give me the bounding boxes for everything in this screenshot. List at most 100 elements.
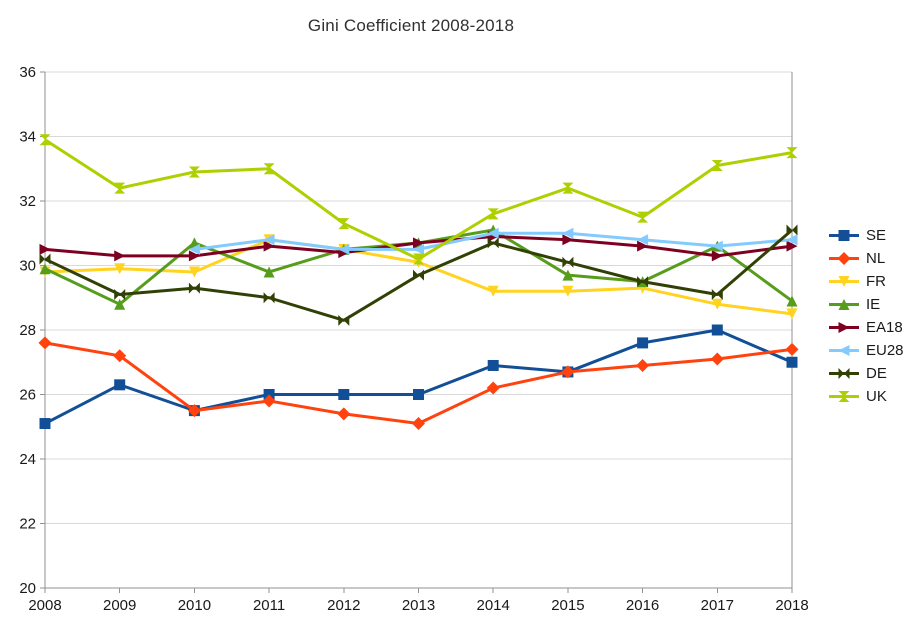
y-axis-label: 22 — [19, 516, 36, 533]
x-axis-label: 2012 — [327, 597, 360, 614]
series-marker-FR — [188, 266, 200, 278]
legend-item-SE: SE — [828, 224, 904, 247]
series-marker-NL — [412, 417, 425, 431]
series-marker-EU28 — [188, 243, 200, 255]
x-axis-label: 2016 — [626, 597, 659, 614]
series-marker-DE — [487, 237, 499, 249]
series-marker-EU28 — [562, 227, 574, 239]
x-axis-label: 2014 — [477, 597, 510, 614]
series-marker-EU28 — [637, 234, 649, 246]
series-marker-UK — [263, 163, 275, 175]
series-marker-IE — [786, 295, 798, 307]
legend-label-DE: DE — [866, 365, 887, 382]
series-marker-FR — [711, 298, 723, 310]
series-marker-DE — [263, 292, 275, 304]
legend-label-EA18: EA18 — [866, 319, 903, 336]
x-axis-label: 2009 — [103, 597, 136, 614]
legend-marker-DE-icon — [829, 368, 859, 379]
series-marker-DE — [413, 269, 424, 281]
y-axis-label: 24 — [19, 451, 36, 468]
legend-marker-EA18-icon — [829, 322, 859, 333]
series-marker-UK — [338, 218, 350, 230]
y-axis-label: 32 — [19, 193, 36, 210]
series-marker-DE — [338, 314, 350, 326]
legend-marker-NL-icon — [829, 252, 859, 265]
series-marker-UK — [114, 182, 126, 194]
series-marker-NL — [262, 394, 276, 408]
series-marker-SE — [39, 418, 51, 430]
series-marker-IE — [114, 298, 126, 310]
series-marker-SE — [114, 379, 126, 391]
series-marker-DE — [562, 256, 574, 268]
y-axis-label: 34 — [19, 129, 36, 146]
series-marker-NL — [561, 365, 575, 379]
series-marker-UK — [188, 166, 200, 178]
y-axis-label: 30 — [19, 258, 36, 275]
series-marker-EA18 — [711, 250, 723, 262]
series-marker-UK — [637, 211, 649, 223]
series-marker-SE — [338, 389, 350, 400]
series-marker-SE — [487, 359, 499, 371]
series-marker-UK — [711, 160, 723, 172]
series-marker-EU28 — [338, 243, 350, 255]
legend-marker-IE-icon — [829, 299, 859, 310]
series-marker-UK — [413, 253, 424, 265]
series-marker-EA18 — [188, 250, 200, 262]
series-marker-FR — [487, 285, 499, 297]
legend: SE NL FR IE EA18 EU28 DE UK — [828, 224, 904, 408]
legend-marker-SE-icon — [829, 230, 859, 241]
legend-label-SE: SE — [866, 227, 887, 244]
x-axis-label: 2017 — [701, 597, 734, 614]
legend-label-EU28: EU28 — [866, 342, 904, 359]
legend-label-UK: UK — [866, 388, 887, 405]
series-marker-DE — [711, 289, 723, 301]
legend-label-IE: IE — [866, 296, 881, 313]
chart-title: Gini Coefficient 2008-2018 — [307, 16, 515, 35]
legend-marker-UK-icon — [829, 391, 859, 402]
series-marker-EA18 — [637, 240, 649, 252]
x-axis-label: 2013 — [402, 597, 435, 614]
x-axis-label: 2015 — [551, 597, 584, 614]
y-axis-label: 20 — [19, 580, 36, 597]
legend-marker-FR-icon — [829, 276, 859, 287]
series-marker-UK — [562, 182, 574, 194]
y-axis-label: 28 — [19, 322, 36, 339]
series-marker-IE — [562, 269, 574, 281]
series-marker-SE — [786, 356, 798, 368]
series-marker-NL — [710, 352, 724, 366]
series-marker-IE — [39, 263, 51, 275]
legend-item-IE: IE — [828, 293, 904, 316]
series-marker-DE — [114, 289, 126, 301]
legend-item-EU28: EU28 — [828, 339, 904, 362]
series-marker-EA18 — [786, 240, 798, 252]
series-line-NL — [44, 341, 793, 426]
series-marker-FR — [114, 263, 126, 275]
series-marker-EU28 — [263, 234, 275, 246]
y-axis-label: 26 — [19, 387, 36, 404]
x-axis-label: 2010 — [178, 597, 211, 614]
series-marker-DE — [637, 276, 649, 288]
legend-label-NL: NL — [866, 250, 886, 267]
series-marker-EA18 — [263, 240, 275, 252]
x-axis-label: 2008 — [28, 597, 61, 614]
series-marker-EA18 — [562, 234, 574, 246]
series-marker-EA18 — [413, 237, 424, 249]
series-marker-EU28 — [413, 243, 424, 255]
series-marker-NL — [636, 358, 650, 372]
legend-item-UK: UK — [828, 385, 904, 408]
series-marker-EA18 — [114, 250, 126, 262]
legend-item-EA18: EA18 — [828, 316, 904, 339]
series-marker-DE — [786, 224, 798, 236]
series-line-SE — [44, 328, 793, 425]
legend-label-FR: FR — [866, 273, 886, 290]
series-marker-NL — [113, 349, 127, 363]
series-marker-SE — [711, 324, 723, 336]
series-marker-UK — [39, 134, 51, 146]
x-axis-label: 2011 — [253, 597, 285, 614]
series-marker-NL — [785, 342, 799, 356]
series-marker-DE — [188, 282, 200, 294]
series-marker-NL — [486, 381, 500, 395]
series-marker-NL — [38, 336, 52, 350]
